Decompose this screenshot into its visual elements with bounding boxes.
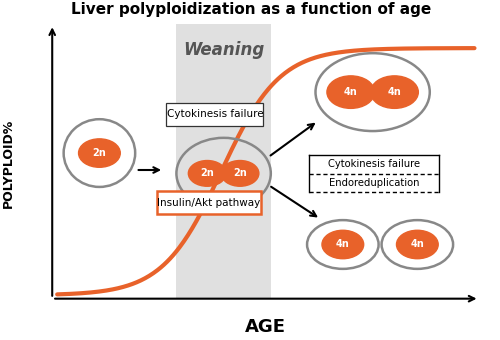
Text: Cytokinesis failure: Cytokinesis failure (328, 159, 420, 169)
Text: POLYPLOID%: POLYPLOID% (2, 119, 15, 208)
Text: Endoreduplication: Endoreduplication (329, 178, 420, 188)
Text: Cytokinesis failure: Cytokinesis failure (166, 109, 263, 119)
FancyBboxPatch shape (156, 191, 261, 214)
Text: 4n: 4n (344, 87, 358, 97)
Text: Insulin/Akt pathway: Insulin/Akt pathway (157, 198, 260, 207)
Text: Weaning: Weaning (183, 41, 264, 59)
Text: 4n: 4n (410, 239, 424, 250)
Text: Liver polyploidization as a function of age: Liver polyploidization as a function of … (71, 2, 431, 17)
Circle shape (322, 230, 364, 259)
Circle shape (370, 76, 418, 108)
Circle shape (188, 160, 226, 186)
Text: AGE: AGE (246, 318, 286, 336)
Text: 2n: 2n (200, 168, 214, 179)
Circle shape (396, 230, 438, 259)
Circle shape (327, 76, 374, 108)
Circle shape (221, 160, 259, 186)
Text: 2n: 2n (92, 148, 106, 158)
Text: 4n: 4n (388, 87, 402, 97)
Text: 4n: 4n (336, 239, 349, 250)
Circle shape (78, 139, 120, 167)
FancyBboxPatch shape (166, 103, 264, 126)
Bar (176, 24, 271, 299)
Text: 2n: 2n (233, 168, 247, 179)
